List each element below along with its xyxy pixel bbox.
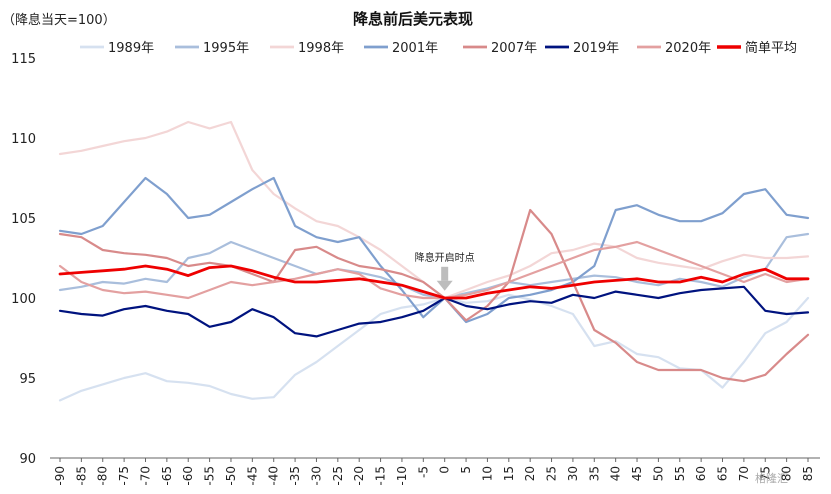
y-axis-label: （降息当天=100）: [2, 12, 116, 28]
legend-label: 2007年: [491, 41, 537, 56]
legend-label: 1989年: [108, 41, 154, 56]
annotation-arrow-head: [436, 280, 453, 291]
x-tick-label: -50: [224, 466, 238, 486]
x-tick-label: 5: [459, 466, 473, 474]
x-tick-label: -65: [160, 466, 174, 486]
series-line-6: [58, 240, 810, 300]
legend: 1989年 1995年 1998年 2001年 2007年 2019年 2020年 简单平均: [80, 40, 797, 56]
y-tick-label: 105: [11, 212, 36, 227]
annotation: 降息开启时点: [415, 251, 475, 291]
x-tick-label: -85: [74, 466, 88, 486]
x-axis-ticks: -90 -85 -80 -75 -70 -65 -60 -55 -50 -45 -40 -35 -30-…: [53, 458, 815, 486]
series-lines: [58, 120, 810, 402]
series-line-4: [58, 208, 810, 383]
legend-label: 2019年: [573, 41, 619, 56]
y-tick-label: 110: [11, 132, 36, 147]
x-tick-label: -30: [309, 466, 323, 486]
x-tick-label: 45: [630, 466, 644, 481]
legend-label: 2020年: [665, 41, 711, 56]
x-tick-label: -20: [352, 466, 366, 486]
legend-label: 简单平均: [745, 40, 797, 56]
x-tick-label: 35: [587, 466, 601, 481]
x-tick-label: -35: [288, 466, 302, 486]
x-tick-label: -75: [117, 466, 131, 486]
y-tick-label: 115: [11, 52, 36, 67]
x-tick-label: 75: [758, 466, 772, 481]
annotation-text: 降息开启时点: [415, 251, 475, 264]
legend-label: 2001年: [392, 41, 438, 56]
x-tick-label: 55: [673, 466, 687, 481]
x-tick-label: 65: [716, 466, 730, 481]
x-tick-label: -55: [203, 466, 217, 486]
y-tick-label: 95: [19, 372, 36, 387]
y-tick-label: 100: [11, 292, 36, 307]
x-tick-label: -70: [138, 466, 152, 486]
x-tick-label: 60: [694, 466, 708, 481]
x-tick-label: -5: [416, 466, 430, 478]
x-tick-label: 40: [609, 466, 623, 481]
y-axis-ticks: 90 95 100 105 110 115: [11, 52, 36, 467]
x-tick-label: -15: [374, 466, 388, 486]
x-tick-label: 30: [566, 466, 580, 481]
x-tick-label: 85: [801, 466, 815, 481]
x-tick-label: -40: [267, 466, 281, 486]
x-tick-label: 80: [780, 466, 794, 481]
legend-label: 1998年: [298, 41, 344, 56]
series-line-3: [58, 176, 810, 324]
x-tick-label: -80: [96, 466, 110, 486]
chart-title: 降息前后美元表现: [353, 10, 473, 28]
series-line-1: [58, 232, 810, 300]
x-tick-label: 10: [480, 466, 494, 481]
series-line-0: [58, 293, 810, 402]
series-line-5: [58, 285, 810, 338]
x-tick-label: -60: [181, 466, 195, 486]
x-tick-label: 25: [545, 466, 559, 481]
watermark: 格隆汇: [755, 471, 788, 485]
x-tick-label: -90: [53, 466, 67, 486]
legend-label: 1995年: [203, 41, 249, 56]
x-tick-label: -45: [245, 466, 259, 486]
x-tick-label: -25: [331, 466, 345, 486]
annotation-arrow-shaft: [441, 266, 449, 281]
y-tick-label: 90: [19, 452, 36, 467]
x-tick-label: 70: [737, 466, 751, 481]
x-tick-label: 15: [502, 466, 516, 481]
x-tick-label: 20: [523, 466, 537, 481]
x-tick-label: -10: [395, 466, 409, 486]
series-line-7: [58, 264, 810, 300]
x-tick-label: 0: [438, 466, 452, 474]
x-tick-label: 50: [651, 466, 665, 481]
